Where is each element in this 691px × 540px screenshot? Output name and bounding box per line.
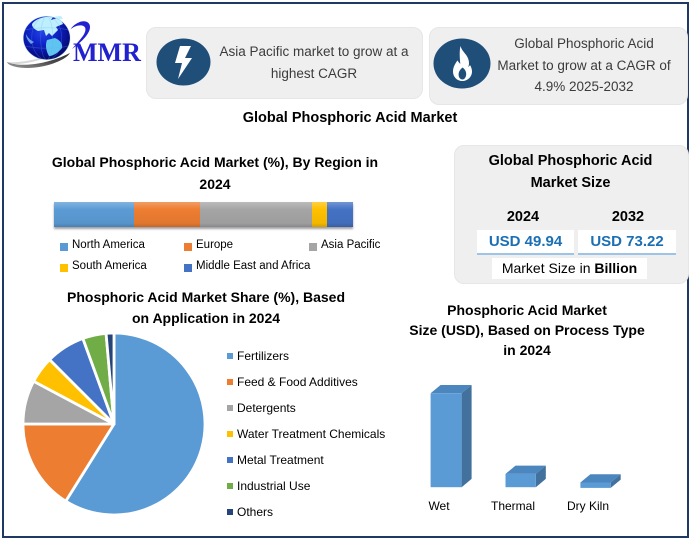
- svg-text:MMR: MMR: [73, 38, 141, 67]
